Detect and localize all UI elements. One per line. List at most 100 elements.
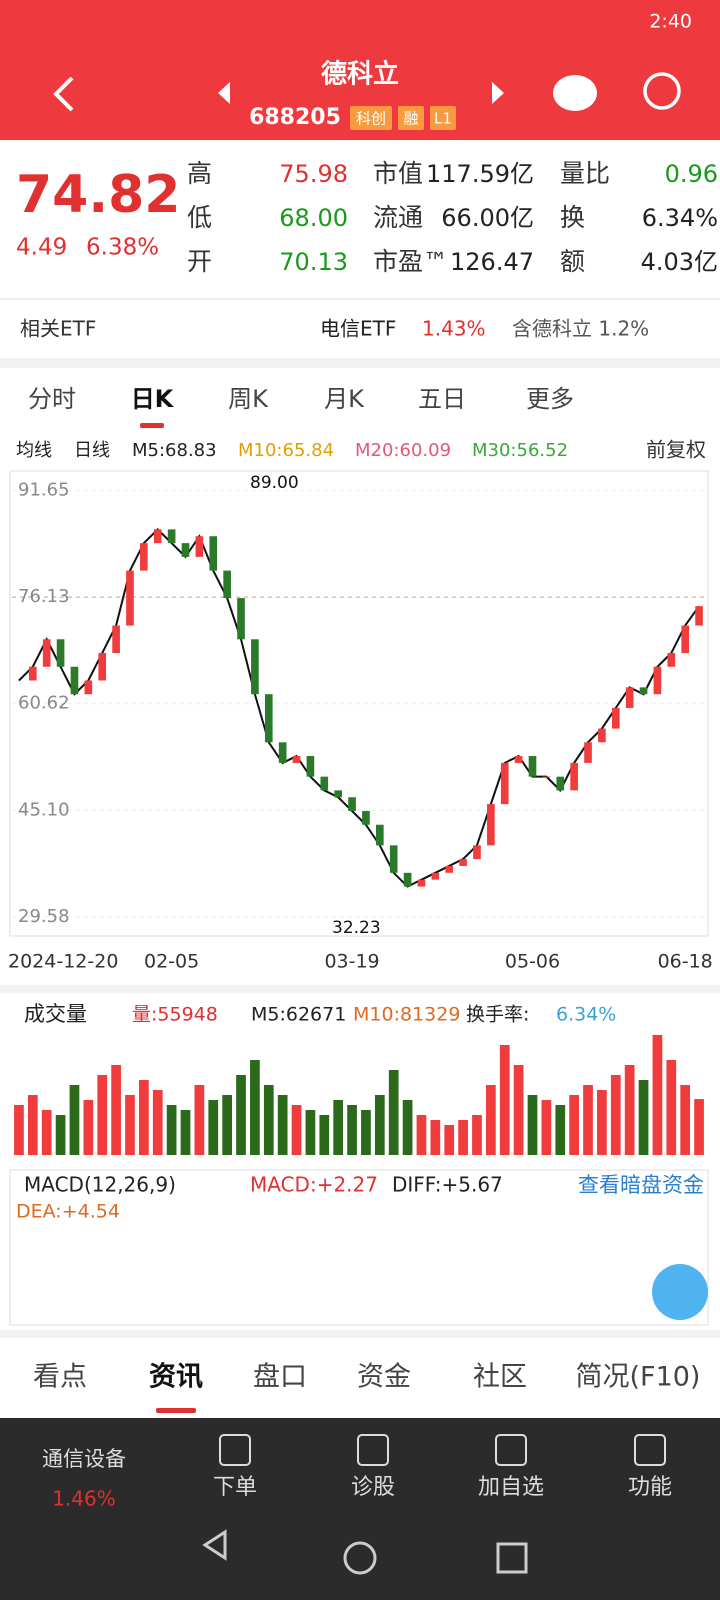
macd-title[interactable]: MACD(12,26,9)	[24, 1173, 176, 1197]
tab[interactable]: 日K	[131, 385, 175, 413]
sys-home[interactable]	[343, 1541, 377, 1575]
macd-frame	[9, 1169, 709, 1326]
candle	[639, 687, 648, 695]
bottom-tab[interactable]: 资金	[357, 1362, 411, 1393]
tab[interactable]: 月K	[324, 385, 365, 413]
stock-name: 德科立	[321, 59, 399, 90]
bottom-tab[interactable]: 简况(F10)	[576, 1362, 701, 1393]
adjust[interactable]: 前复权	[646, 438, 706, 462]
stat-value: 66.00亿	[441, 204, 534, 232]
candle	[459, 859, 467, 866]
volume-bar	[527, 1095, 538, 1155]
nav-item[interactable]: 功能	[628, 1475, 672, 1500]
candle	[167, 529, 176, 544]
candle	[140, 543, 148, 571]
y-tick-label: 60.62	[18, 693, 70, 714]
stat-value: 0.96	[665, 160, 718, 188]
candle	[389, 845, 398, 873]
candle	[223, 570, 231, 599]
tag: 融	[403, 110, 418, 128]
tab[interactable]: 更多	[526, 385, 574, 413]
candle	[403, 872, 412, 887]
candle	[84, 680, 93, 695]
y-tick-label: 29.58	[18, 906, 70, 927]
bottom-tab[interactable]: 盘口	[253, 1362, 307, 1393]
annotation: 32.23	[332, 918, 381, 938]
volume-bar	[347, 1105, 357, 1155]
stat-label: 额	[560, 247, 585, 276]
candle	[556, 776, 565, 791]
tab[interactable]: 分时	[28, 385, 76, 413]
robot-icon[interactable]	[553, 75, 597, 111]
volume-bar	[499, 1045, 510, 1155]
candle	[237, 598, 245, 640]
nav-item[interactable]: 诊股	[351, 1475, 395, 1500]
sys-back[interactable]	[202, 1529, 227, 1561]
candle	[528, 756, 537, 777]
candle	[514, 756, 523, 763]
candle	[70, 666, 79, 695]
nav-bg	[0, 1418, 720, 1600]
volume-bar	[180, 1110, 191, 1155]
stat-label: 开	[187, 247, 212, 276]
ma-item: M20:60.09	[355, 440, 451, 461]
volume-bar	[55, 1115, 66, 1155]
volume-bar	[14, 1105, 24, 1155]
volume-bar	[388, 1070, 399, 1155]
volume-bar	[652, 1035, 663, 1155]
divider	[0, 1330, 720, 1338]
macd-diff: DIFF:+5.67	[392, 1173, 503, 1197]
ma-item: M30:56.52	[472, 440, 568, 461]
etf-contain[interactable]: 含德科立 1.2%	[512, 317, 649, 341]
candle	[431, 872, 440, 880]
candle	[584, 742, 592, 763]
volume-bar	[333, 1100, 344, 1155]
tip-button[interactable]	[652, 1264, 708, 1320]
etf-label: 相关ETF	[20, 317, 96, 341]
annotation: 89.00	[250, 473, 299, 493]
next-stock[interactable]	[492, 82, 504, 104]
macd-value: MACD:+2.27	[250, 1173, 378, 1197]
vol-item: M5:62671	[251, 1004, 346, 1026]
etf-name: 电信ETF	[320, 317, 396, 341]
ma-item: 日线	[74, 440, 110, 461]
search-icon[interactable]	[643, 72, 681, 110]
candle	[362, 810, 370, 825]
volume-bar	[250, 1060, 260, 1155]
nav-item[interactable]: 加自选	[478, 1475, 544, 1500]
price: 74.82	[16, 165, 180, 225]
sys-recent[interactable]	[496, 1542, 528, 1574]
candle	[126, 570, 134, 626]
stat-label: 量比	[560, 159, 610, 188]
macd-dea: DEA:+4.54	[16, 1201, 120, 1223]
y-tick-label: 45.10	[18, 799, 70, 820]
nav-sector[interactable]: 通信设备	[42, 1447, 126, 1471]
candle	[112, 625, 120, 654]
stat-label: 换	[560, 203, 585, 232]
volume-bar	[27, 1095, 38, 1155]
vol-title[interactable]: 成交量	[24, 1002, 87, 1026]
volume-bar	[583, 1085, 593, 1155]
y-tick-label: 76.13	[18, 586, 70, 607]
tab[interactable]: 周K	[228, 385, 269, 413]
bottom-tab[interactable]: 社区	[473, 1362, 527, 1393]
kline-frame	[9, 470, 709, 937]
volume-bar	[361, 1110, 371, 1155]
back-button[interactable]	[53, 76, 74, 112]
nav-item[interactable]: 下单	[213, 1475, 257, 1500]
volume-bar	[194, 1085, 205, 1155]
macd-link[interactable]: 查看暗盘资金	[578, 1173, 704, 1197]
bottom-tab[interactable]: 看点	[33, 1362, 87, 1393]
candle	[42, 639, 51, 667]
volume-bar	[374, 1095, 385, 1155]
bottom-tab[interactable]: 资讯	[149, 1362, 203, 1393]
y-tick-label: 91.65	[18, 480, 70, 501]
volume-bar	[305, 1110, 316, 1155]
change: 4.49	[16, 235, 67, 261]
tab[interactable]: 五日	[418, 385, 466, 413]
volume-bar	[166, 1105, 177, 1155]
volume-bar	[139, 1080, 149, 1155]
volume-bar	[486, 1085, 496, 1155]
prev-stock[interactable]	[218, 82, 230, 104]
